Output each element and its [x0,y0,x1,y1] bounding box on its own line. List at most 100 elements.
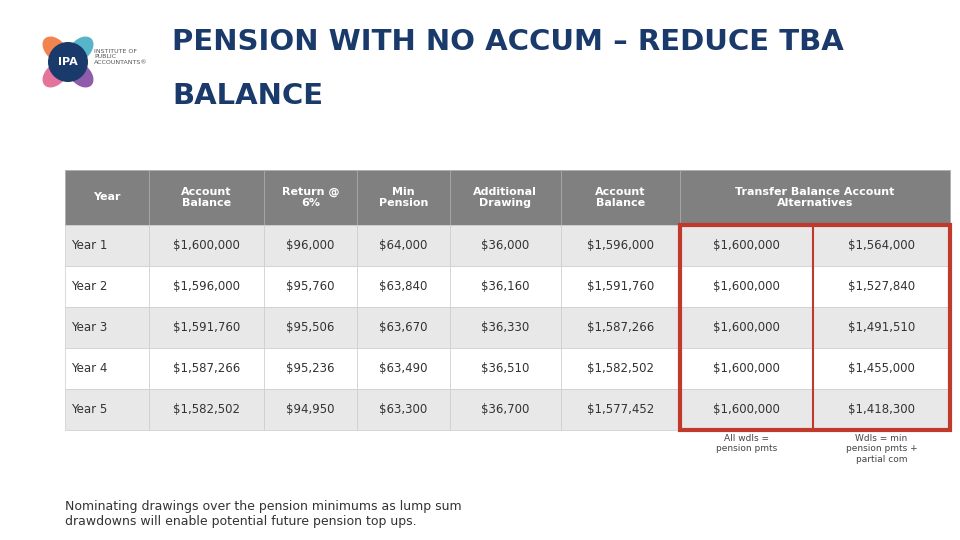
Text: Transfer Balance Account
Alternatives: Transfer Balance Account Alternatives [735,187,895,208]
Bar [813,307,950,348]
Text: INSTITUTE OF
PUBLIC
ACCOUNTANTS®: INSTITUTE OF PUBLIC ACCOUNTANTS® [94,49,148,65]
Bar [561,348,680,389]
Bar [264,307,357,348]
Bar [680,389,813,430]
Bar [561,225,680,266]
Bar [561,170,680,225]
Bar [680,225,950,430]
Text: $1,596,000: $1,596,000 [587,239,654,252]
Text: $95,760: $95,760 [286,280,335,293]
Text: Min
Pension: Min Pension [379,187,428,208]
Text: All wdls =
pension pmts: All wdls = pension pmts [716,434,777,454]
Text: $64,000: $64,000 [379,239,428,252]
Bar [561,307,680,348]
Bar [680,266,813,307]
Text: $63,840: $63,840 [379,280,428,293]
Text: Return @
6%: Return @ 6% [282,186,339,208]
Bar [680,307,813,348]
Text: $1,587,266: $1,587,266 [587,321,654,334]
Bar [450,170,561,225]
Text: Year 2: Year 2 [71,280,108,293]
Bar [357,225,450,266]
Bar [813,266,950,307]
Text: Year 3: Year 3 [71,321,108,334]
Ellipse shape [68,62,93,87]
Text: $1,591,760: $1,591,760 [587,280,654,293]
Text: Year 1: Year 1 [71,239,108,252]
Text: $1,587,266: $1,587,266 [173,362,240,375]
Bar [149,389,264,430]
Text: $1,600,000: $1,600,000 [173,239,240,252]
Text: $1,600,000: $1,600,000 [713,362,780,375]
Bar [450,389,561,430]
Text: PENSION WITH NO ACCUM – REDUCE TBA: PENSION WITH NO ACCUM – REDUCE TBA [172,28,844,56]
Text: $95,506: $95,506 [286,321,335,334]
Bar [813,348,950,389]
Text: Year 4: Year 4 [71,362,108,375]
Text: $63,490: $63,490 [379,362,428,375]
Text: $36,330: $36,330 [481,321,529,334]
Text: $36,700: $36,700 [481,403,530,416]
Text: $1,418,300: $1,418,300 [848,403,915,416]
Bar [149,170,264,225]
Text: BALANCE: BALANCE [172,82,324,110]
Ellipse shape [42,62,68,87]
Text: $36,000: $36,000 [481,239,529,252]
Text: $1,600,000: $1,600,000 [713,403,780,416]
Text: $36,510: $36,510 [481,362,530,375]
Bar [813,225,950,266]
Bar [357,348,450,389]
Bar [680,225,813,266]
Text: Account
Balance: Account Balance [595,187,645,208]
Bar [450,266,561,307]
Text: $1,600,000: $1,600,000 [713,321,780,334]
Text: $1,600,000: $1,600,000 [713,239,780,252]
Text: $1,600,000: $1,600,000 [713,280,780,293]
Ellipse shape [68,37,93,62]
Bar [450,307,561,348]
Bar [357,389,450,430]
Text: Wdls = min
pension pmts +
partial com: Wdls = min pension pmts + partial com [846,434,917,464]
Bar [65,389,149,430]
Text: Year: Year [93,192,121,202]
Text: $1,596,000: $1,596,000 [173,280,240,293]
Bar [264,389,357,430]
Text: $94,950: $94,950 [286,403,335,416]
Text: $1,491,510: $1,491,510 [848,321,915,334]
Text: $63,670: $63,670 [379,321,428,334]
Bar [264,170,357,225]
Ellipse shape [42,37,68,62]
Bar [264,225,357,266]
Bar [65,348,149,389]
Text: Additional
Drawing: Additional Drawing [473,187,538,208]
Bar [264,348,357,389]
Text: $96,000: $96,000 [286,239,335,252]
Text: $1,591,760: $1,591,760 [173,321,240,334]
Bar [357,170,450,225]
Text: $1,527,840: $1,527,840 [848,280,915,293]
Bar [65,225,149,266]
Bar [450,348,561,389]
Bar [149,348,264,389]
Text: IPA: IPA [59,57,78,67]
Bar [680,170,950,225]
Bar [561,389,680,430]
Bar [357,307,450,348]
Bar [561,266,680,307]
Bar [357,266,450,307]
Bar [680,348,813,389]
Text: Nominating drawings over the pension minimums as lump sum
drawdowns will enable : Nominating drawings over the pension min… [65,500,462,528]
Text: Account
Balance: Account Balance [181,187,232,208]
Bar [149,307,264,348]
Text: $95,236: $95,236 [286,362,335,375]
Bar [65,170,149,225]
Text: $1,582,502: $1,582,502 [173,403,240,416]
Text: $1,582,502: $1,582,502 [587,362,654,375]
Text: Year 5: Year 5 [71,403,108,416]
Text: $1,564,000: $1,564,000 [848,239,915,252]
Text: $1,577,452: $1,577,452 [587,403,654,416]
Text: $63,300: $63,300 [379,403,427,416]
Bar [65,266,149,307]
Text: $36,160: $36,160 [481,280,530,293]
Bar [813,389,950,430]
